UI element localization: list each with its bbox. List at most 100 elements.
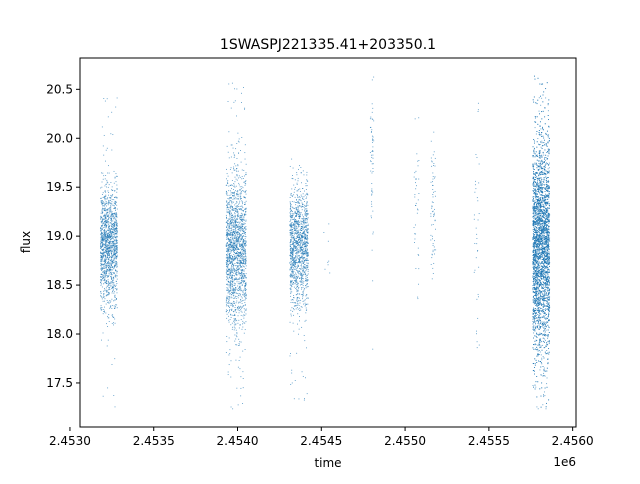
data-point xyxy=(115,276,117,278)
data-point xyxy=(112,261,114,263)
data-point xyxy=(236,236,238,238)
data-point xyxy=(227,203,228,205)
data-point xyxy=(231,261,233,263)
data-point xyxy=(111,215,113,217)
data-point xyxy=(237,240,239,242)
data-point xyxy=(100,236,102,238)
data-point xyxy=(244,289,246,291)
data-point xyxy=(295,273,297,275)
data-point xyxy=(297,205,299,207)
data-point xyxy=(303,236,305,238)
data-point xyxy=(108,227,110,228)
data-point xyxy=(292,254,294,256)
data-point xyxy=(242,239,244,241)
data-point xyxy=(300,223,302,224)
data-point xyxy=(294,248,296,250)
data-point xyxy=(113,170,115,172)
data-point xyxy=(104,263,106,264)
data-point xyxy=(303,399,305,401)
data-point xyxy=(300,250,302,252)
data-point xyxy=(229,262,231,264)
data-point xyxy=(226,201,228,203)
data-point xyxy=(292,229,293,230)
data-point xyxy=(232,235,234,236)
data-point xyxy=(110,198,112,200)
data-point xyxy=(293,246,295,248)
data-point xyxy=(102,251,104,253)
data-point xyxy=(236,219,238,220)
data-point xyxy=(235,237,237,239)
data-point xyxy=(100,309,102,311)
data-point xyxy=(306,347,307,349)
data-point xyxy=(245,289,247,290)
data-point xyxy=(115,212,117,214)
data-point xyxy=(369,118,371,120)
data-point xyxy=(307,213,309,215)
data-point xyxy=(227,371,229,373)
data-point xyxy=(102,211,104,213)
data-point xyxy=(290,264,292,265)
data-point xyxy=(230,324,232,326)
data-point xyxy=(240,309,242,311)
data-point xyxy=(298,305,300,307)
data-point xyxy=(230,280,231,282)
data-point xyxy=(109,244,111,246)
data-point xyxy=(234,100,236,102)
data-point xyxy=(289,208,291,210)
data-point xyxy=(294,279,296,281)
data-point xyxy=(229,271,231,273)
data-point xyxy=(238,319,240,321)
data-point xyxy=(299,232,301,234)
data-point xyxy=(227,203,229,205)
data-point xyxy=(228,197,230,199)
data-point xyxy=(303,221,305,223)
data-point xyxy=(234,302,235,304)
data-point xyxy=(304,305,306,307)
data-point xyxy=(103,239,105,241)
data-point xyxy=(300,257,302,258)
data-point xyxy=(106,220,108,222)
data-point xyxy=(233,292,235,294)
data-point xyxy=(305,268,307,270)
data-point xyxy=(231,216,232,218)
data-point xyxy=(236,239,238,241)
data-point xyxy=(291,250,293,252)
data-point xyxy=(108,236,110,238)
data-point xyxy=(292,259,294,261)
data-point xyxy=(291,248,293,250)
data-point xyxy=(307,273,309,275)
data-point xyxy=(228,296,230,297)
data-point xyxy=(292,299,293,300)
data-point xyxy=(237,198,239,200)
data-point xyxy=(228,198,230,200)
data-point xyxy=(116,191,118,193)
data-point xyxy=(298,273,300,275)
data-point xyxy=(290,223,292,224)
data-point xyxy=(296,275,297,277)
data-point xyxy=(115,213,117,215)
data-point xyxy=(242,236,243,238)
data-point xyxy=(105,280,107,282)
point-cluster xyxy=(289,158,309,401)
data-point xyxy=(103,205,104,207)
data-point xyxy=(109,237,111,239)
data-point xyxy=(112,220,114,222)
point-cluster xyxy=(413,117,420,300)
data-point xyxy=(235,298,237,299)
data-point xyxy=(229,212,231,214)
data-point xyxy=(115,261,117,263)
data-point xyxy=(244,108,245,110)
data-point xyxy=(244,235,246,237)
data-point xyxy=(240,191,242,193)
data-point xyxy=(430,215,432,217)
data-point xyxy=(238,141,240,143)
data-point xyxy=(303,290,304,292)
data-point xyxy=(432,154,434,156)
data-point xyxy=(232,304,234,306)
data-point xyxy=(230,270,232,272)
data-point xyxy=(231,269,233,271)
data-point xyxy=(105,203,107,205)
data-point xyxy=(107,229,109,231)
data-point xyxy=(108,201,110,203)
data-point xyxy=(302,222,304,224)
